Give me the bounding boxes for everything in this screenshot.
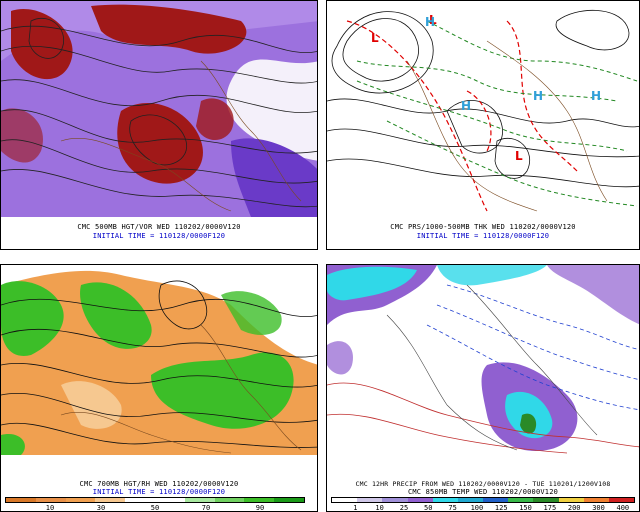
caption-line1: CMC PRS/1000-500MB THK WED 110202/0000V1…: [390, 223, 576, 231]
scale-tick: 200: [567, 504, 581, 512]
scale-tick: 10: [375, 504, 384, 512]
caption-line1: CMC 500MB HGT/VOR WED 110202/0000V120: [77, 223, 241, 231]
scale-tick: 90: [255, 504, 265, 512]
low-center-label: L: [429, 13, 437, 27]
scale-tick: 125: [494, 504, 508, 512]
precip-map: [327, 265, 639, 455]
high-center-label: H: [533, 89, 544, 103]
scale-tick: 25: [399, 504, 409, 512]
caption-line2: CMC 850MB TEMP WED 110202/0000V120: [407, 488, 559, 496]
high-center-label: H: [425, 15, 436, 29]
scale-tick: 30: [96, 504, 106, 512]
low-center-label: L: [371, 31, 379, 45]
vorticity-map: [1, 1, 317, 217]
panel-500mb-hgt-vor: CMC 500MB HGT/VOR WED 110202/0000V120 IN…: [0, 0, 318, 250]
high-center-label: H: [591, 89, 602, 103]
precip-scale-ticks: 1 10 25 50 75 100 125 150 175 200 300 40…: [331, 504, 635, 512]
scale-tick: 75: [448, 504, 457, 512]
low-center-label: L: [515, 149, 523, 163]
scale-tick: 300: [592, 504, 605, 512]
scale-tick: 175: [543, 504, 557, 512]
scale-tick: 1: [353, 504, 358, 512]
relative-humidity-map: [1, 265, 317, 455]
scale-tick: 50: [424, 504, 433, 512]
panel-12hr-precip: CMC 12HR PRECIP FROM WED 110202/0000V120…: [326, 264, 640, 512]
scale-tick: 150: [519, 504, 532, 512]
scale-tick: 10: [45, 504, 55, 512]
scale-tick: 400: [616, 504, 630, 512]
caption-line1: CMC 12HR PRECIP FROM WED 110202/0000V120…: [355, 480, 611, 488]
scale-tick: 70: [201, 504, 211, 512]
caption-line2: INITIAL TIME = 110128/0000F120: [92, 232, 226, 240]
scale-tick: 100: [470, 504, 484, 512]
scale-tick: 50: [150, 504, 160, 512]
pressure-map: [327, 1, 639, 217]
rh-color-scale: [5, 497, 305, 503]
caption-line1: CMC 700MB HGT/RH WED 110202/0000V120: [79, 480, 239, 488]
high-center-label: H: [461, 99, 472, 113]
caption-line2: INITIAL TIME = 110128/0000F120: [92, 488, 226, 496]
panel-prs-thickness: L L L H H H H CMC PRS/1000-500MB THK WED…: [326, 0, 640, 250]
rh-scale-ticks: 10 30 50 70 90: [5, 504, 305, 512]
precip-color-scale: [331, 497, 635, 503]
panel-700mb-hgt-rh: CMC 700MB HGT/RH WED 110202/0000V120 INI…: [0, 264, 318, 512]
caption-line2: INITIAL TIME = 110128/0000F120: [416, 232, 550, 240]
